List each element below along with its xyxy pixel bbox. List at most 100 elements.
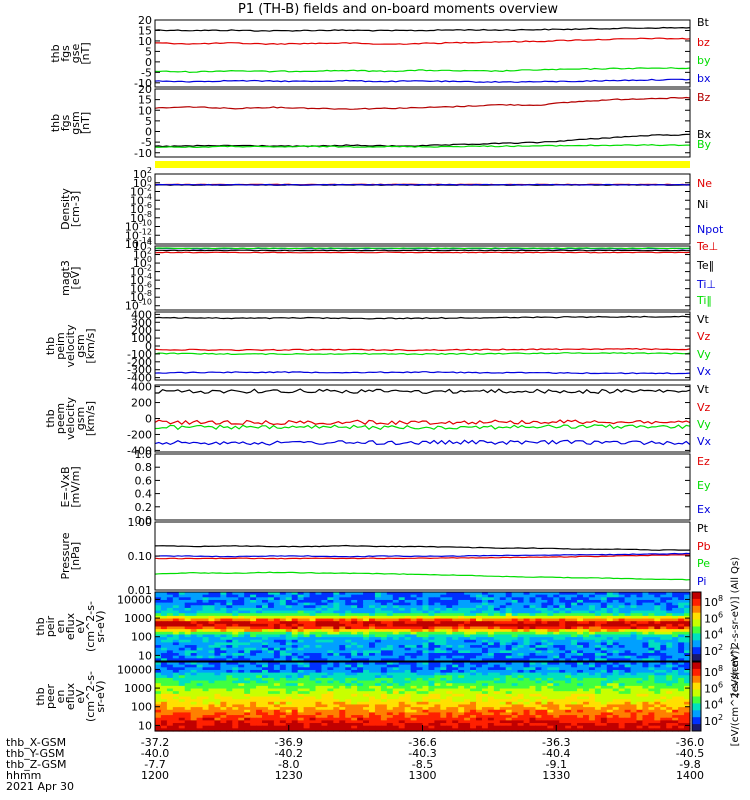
spectrogram-cell: [190, 712, 198, 716]
spectrogram-cell: [648, 642, 655, 646]
spectrogram-cell: [541, 685, 548, 690]
spectrogram-cell: [208, 699, 216, 703]
spectrogram-cell: [660, 631, 667, 636]
spectrogram-cell: [630, 704, 638, 708]
spectrogram-cell: [196, 626, 204, 630]
spectrogram-cell: [547, 701, 554, 706]
spectrogram-cell: [440, 691, 447, 695]
spectrogram-cell: [535, 693, 542, 698]
spectrogram-cell: [357, 709, 364, 714]
spectrogram-cell: [244, 672, 251, 676]
spectrogram-cell: [244, 631, 251, 636]
spectrogram-cell: [303, 667, 311, 671]
spectrogram-cell: [642, 597, 649, 601]
spectrogram-cell: [612, 712, 620, 716]
spectrogram-cell: [535, 594, 542, 598]
spectrogram-cell: [256, 725, 263, 729]
spectrogram-cell: [470, 637, 477, 641]
spectrogram-cell: [618, 653, 626, 657]
spectrogram-cell: [511, 645, 519, 649]
spectrogram-cell: [476, 605, 483, 609]
spectrogram-cell: [369, 725, 376, 729]
spectrogram-cell: [559, 709, 566, 714]
spectrogram-cell: [208, 592, 216, 596]
spectrogram-cell: [672, 637, 679, 641]
spectrogram-cell: [594, 642, 602, 646]
spectrogram-cell: [481, 675, 489, 679]
spectrogram-cell: [190, 664, 198, 668]
spectrogram-cell: [684, 653, 691, 657]
spectrogram-cell: [226, 704, 233, 708]
spectrogram-cell: [202, 701, 210, 706]
spectrogram-cell: [511, 647, 519, 651]
spectrogram-cell: [196, 623, 204, 628]
spectrogram-cell: [476, 631, 483, 636]
spectrogram-cell: [648, 605, 655, 609]
spectrogram-cell: [678, 707, 685, 711]
spectrogram-cell: [642, 599, 649, 604]
spectrogram-cell: [493, 607, 501, 612]
panels-group: 20151050-5-10thbfgsgse[nT]Btbzbybx201510…: [34, 14, 741, 746]
spectrogram-cell: [446, 704, 453, 708]
spectrogram-cell: [250, 615, 257, 620]
spectrogram-cell: [160, 693, 168, 698]
spectrogram-cell: [618, 594, 626, 598]
spectrogram-cell: [523, 621, 531, 625]
spectrogram-cell: [321, 677, 328, 682]
spectrogram-cell: [547, 709, 554, 714]
spectrogram-cell: [606, 717, 614, 721]
spectrogram-cell: [238, 672, 245, 676]
spectrogram-cell: [262, 623, 269, 628]
spectrogram-cell: [529, 653, 537, 657]
spectrogram-cell: [606, 693, 614, 698]
spectrogram-cell: [606, 605, 614, 609]
spectrogram-cell: [464, 592, 471, 596]
spectrogram-cell: [410, 658, 418, 662]
spectrogram-cell: [547, 693, 554, 698]
spectrogram-cell: [559, 626, 566, 630]
spectrogram-cell: [363, 725, 370, 729]
spectrogram-cell: [594, 655, 602, 659]
spectrogram-cell: [511, 680, 519, 684]
spectrogram-cell: [606, 597, 614, 601]
spectrogram-cell: [315, 615, 323, 620]
spectrogram-cell: [345, 626, 352, 630]
spectrogram-cell: [363, 677, 370, 682]
spectrogram-cell: [523, 685, 531, 690]
spectrogram-cell: [369, 618, 376, 622]
spectrogram-cell: [511, 592, 519, 596]
spectrogram-cell: [422, 655, 430, 659]
spectrogram-cell: [392, 639, 400, 644]
spectrogram-cell: [660, 655, 667, 659]
spectrogram-cell: [178, 599, 186, 604]
spectrogram-cell: [672, 715, 679, 719]
spectrogram-cell: [184, 683, 192, 687]
spectrogram-cell: [357, 615, 364, 620]
spectrogram-cell: [452, 655, 459, 659]
spectrogram-cell: [553, 597, 560, 601]
spectrogram-cell: [672, 615, 679, 620]
spectrogram-cell: [256, 699, 263, 703]
spectrogram-cell: [279, 610, 287, 614]
spectrogram-cell: [309, 712, 317, 716]
spectrogram-cell: [600, 647, 608, 651]
spectrogram-cell: [273, 693, 281, 698]
spectrogram-cell: [166, 662, 174, 666]
spectrogram-cell: [357, 658, 364, 662]
spectrogram-cell: [285, 662, 293, 666]
spectrogram-cell: [428, 717, 435, 721]
spectrogram-cell: [511, 664, 519, 668]
spectrogram-cell: [309, 677, 317, 682]
spectrogram-cell: [285, 597, 293, 601]
spectrogram-cell: [535, 728, 542, 732]
spectrogram-cell: [624, 664, 632, 668]
spectrogram-cell: [273, 592, 281, 596]
y-tick-label: -10: [134, 77, 152, 90]
spectrogram-cell: [559, 618, 566, 622]
spectrogram-cell: [476, 691, 483, 695]
spectrogram-cell: [535, 645, 542, 649]
spectrogram-cell: [357, 607, 364, 612]
spectrogram-cell: [493, 647, 501, 651]
spectrogram-cell: [321, 699, 328, 703]
spectrogram-cell: [321, 607, 328, 612]
